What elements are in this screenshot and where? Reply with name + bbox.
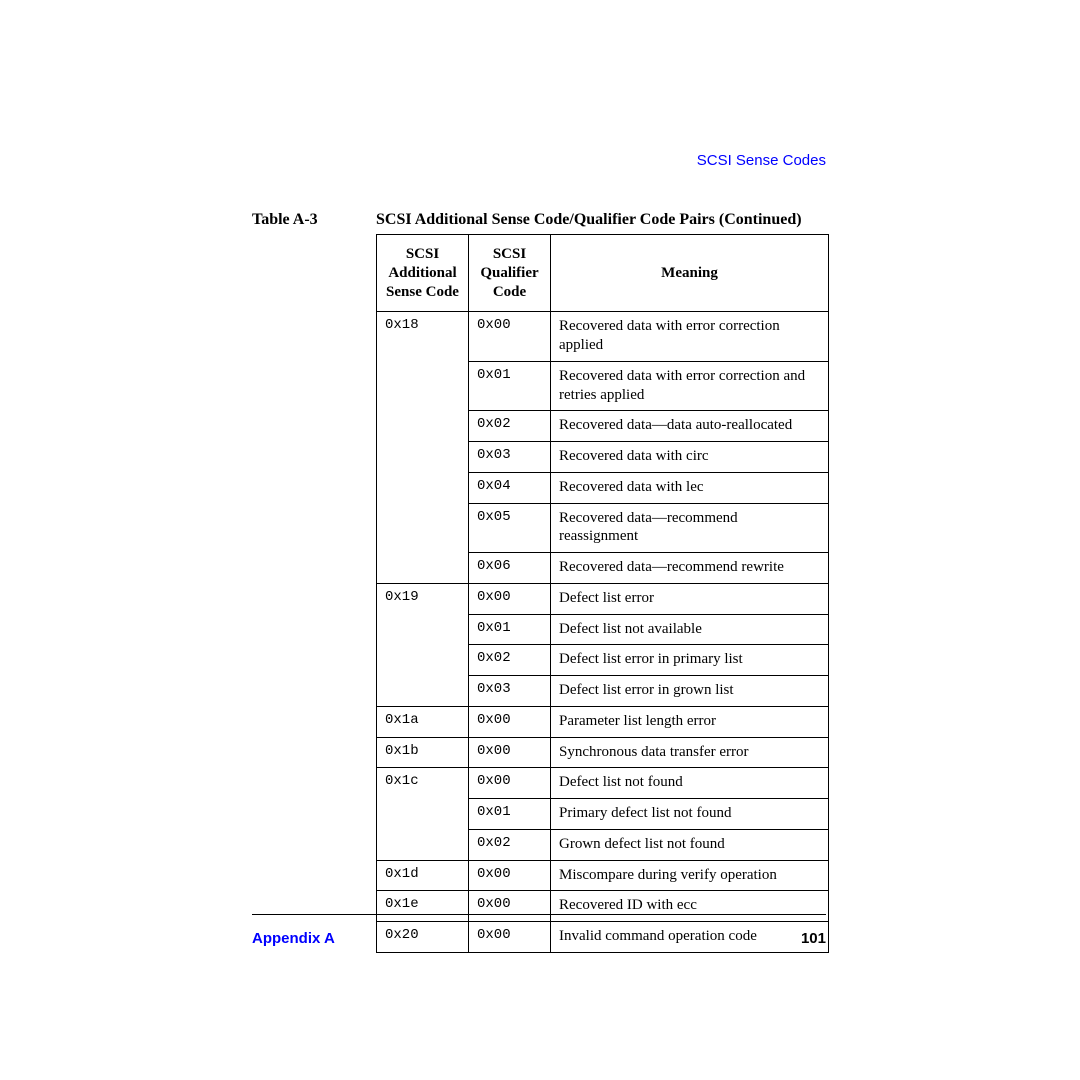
- cell-meaning: Miscompare during verify operation: [551, 860, 829, 891]
- cell-qualifier: 0x00: [469, 583, 551, 614]
- cell-asc: [377, 799, 469, 830]
- table-row: 0x06Recovered data—recommend rewrite: [377, 553, 829, 584]
- cell-qualifier: 0x02: [469, 411, 551, 442]
- table-row: 0x02Recovered data—data auto-reallocated: [377, 411, 829, 442]
- cell-meaning: Defect list not found: [551, 768, 829, 799]
- cell-meaning: Recovered data—recommend rewrite: [551, 553, 829, 584]
- table-row: 0x1c0x00Defect list not found: [377, 768, 829, 799]
- page: SCSI Sense Codes Table A-3 SCSI Addition…: [0, 0, 1080, 1080]
- table-row: 0x1d0x00Miscompare during verify operati…: [377, 860, 829, 891]
- cell-asc: 0x18: [377, 312, 469, 362]
- cell-asc: 0x19: [377, 583, 469, 614]
- cell-asc: 0x1b: [377, 737, 469, 768]
- table-row: 0x01Defect list not available: [377, 614, 829, 645]
- cell-qualifier: 0x00: [469, 860, 551, 891]
- footer-appendix-link[interactable]: Appendix A: [252, 930, 335, 947]
- cell-asc: [377, 503, 469, 553]
- table-row: 0x1a0x00Parameter list length error: [377, 706, 829, 737]
- table-row: 0x02Grown defect list not found: [377, 829, 829, 860]
- page-footer: Appendix A 101: [252, 930, 826, 947]
- cell-asc: 0x1e: [377, 891, 469, 922]
- cell-qualifier: 0x02: [469, 645, 551, 676]
- cell-meaning: Recovered data—data auto-reallocated: [551, 411, 829, 442]
- cell-qualifier: 0x00: [469, 891, 551, 922]
- cell-meaning: Parameter list length error: [551, 706, 829, 737]
- scsi-codes-table: SCSI Additional Sense Code SCSI Qualifie…: [376, 234, 829, 953]
- cell-asc: [377, 553, 469, 584]
- table-row: 0x1b0x00Synchronous data transfer error: [377, 737, 829, 768]
- cell-meaning: Synchronous data transfer error: [551, 737, 829, 768]
- cell-asc: [377, 411, 469, 442]
- table-row: 0x03Recovered data with circ: [377, 442, 829, 473]
- table-row: 0x180x00Recovered data with error correc…: [377, 312, 829, 362]
- table-row: 0x190x00Defect list error: [377, 583, 829, 614]
- cell-qualifier: 0x00: [469, 737, 551, 768]
- cell-asc: 0x1c: [377, 768, 469, 799]
- cell-asc: 0x1a: [377, 706, 469, 737]
- cell-meaning: Recovered data with circ: [551, 442, 829, 473]
- table-container: SCSI Additional Sense Code SCSI Qualifie…: [376, 234, 828, 953]
- cell-meaning: Recovered ID with ecc: [551, 891, 829, 922]
- caption-label: Table A-3: [252, 211, 376, 229]
- cell-meaning: Recovered data—recommend reassignment: [551, 503, 829, 553]
- table-row: 0x1e0x00Recovered ID with ecc: [377, 891, 829, 922]
- section-header-link[interactable]: SCSI Sense Codes: [697, 152, 826, 169]
- cell-meaning: Recovered data with error correction and…: [551, 361, 829, 411]
- cell-meaning: Defect list error in grown list: [551, 676, 829, 707]
- table-row: 0x01Primary defect list not found: [377, 799, 829, 830]
- cell-qualifier: 0x03: [469, 442, 551, 473]
- cell-qualifier: 0x04: [469, 472, 551, 503]
- cell-qualifier: 0x06: [469, 553, 551, 584]
- table-row: 0x03Defect list error in grown list: [377, 676, 829, 707]
- page-number: 101: [801, 930, 826, 947]
- table-header-row: SCSI Additional Sense Code SCSI Qualifie…: [377, 235, 829, 312]
- table-caption: Table A-3 SCSI Additional Sense Code/Qua…: [252, 211, 826, 229]
- table-row: 0x02Defect list error in primary list: [377, 645, 829, 676]
- cell-meaning: Defect list error: [551, 583, 829, 614]
- table-row: 0x04Recovered data with lec: [377, 472, 829, 503]
- cell-asc: [377, 676, 469, 707]
- cell-qualifier: 0x01: [469, 614, 551, 645]
- cell-meaning: Recovered data with lec: [551, 472, 829, 503]
- cell-qualifier: 0x01: [469, 799, 551, 830]
- cell-meaning: Grown defect list not found: [551, 829, 829, 860]
- cell-asc: [377, 645, 469, 676]
- cell-asc: [377, 442, 469, 473]
- caption-title: SCSI Additional Sense Code/Qualifier Cod…: [376, 211, 826, 229]
- cell-asc: [377, 361, 469, 411]
- cell-asc: [377, 614, 469, 645]
- table-row: 0x05Recovered data—recommend reassignmen…: [377, 503, 829, 553]
- cell-qualifier: 0x00: [469, 312, 551, 362]
- col-header-asc: SCSI Additional Sense Code: [377, 235, 469, 312]
- cell-qualifier: 0x03: [469, 676, 551, 707]
- cell-asc: [377, 829, 469, 860]
- cell-asc: [377, 472, 469, 503]
- cell-qualifier: 0x05: [469, 503, 551, 553]
- footer-rule: [252, 914, 826, 915]
- cell-qualifier: 0x02: [469, 829, 551, 860]
- cell-meaning: Defect list not available: [551, 614, 829, 645]
- cell-qualifier: 0x01: [469, 361, 551, 411]
- cell-meaning: Recovered data with error correction app…: [551, 312, 829, 362]
- cell-qualifier: 0x00: [469, 768, 551, 799]
- cell-qualifier: 0x00: [469, 706, 551, 737]
- cell-meaning: Defect list error in primary list: [551, 645, 829, 676]
- col-header-qualifier: SCSI Qualifier Code: [469, 235, 551, 312]
- cell-meaning: Primary defect list not found: [551, 799, 829, 830]
- cell-asc: 0x1d: [377, 860, 469, 891]
- col-header-meaning: Meaning: [551, 235, 829, 312]
- table-row: 0x01Recovered data with error correction…: [377, 361, 829, 411]
